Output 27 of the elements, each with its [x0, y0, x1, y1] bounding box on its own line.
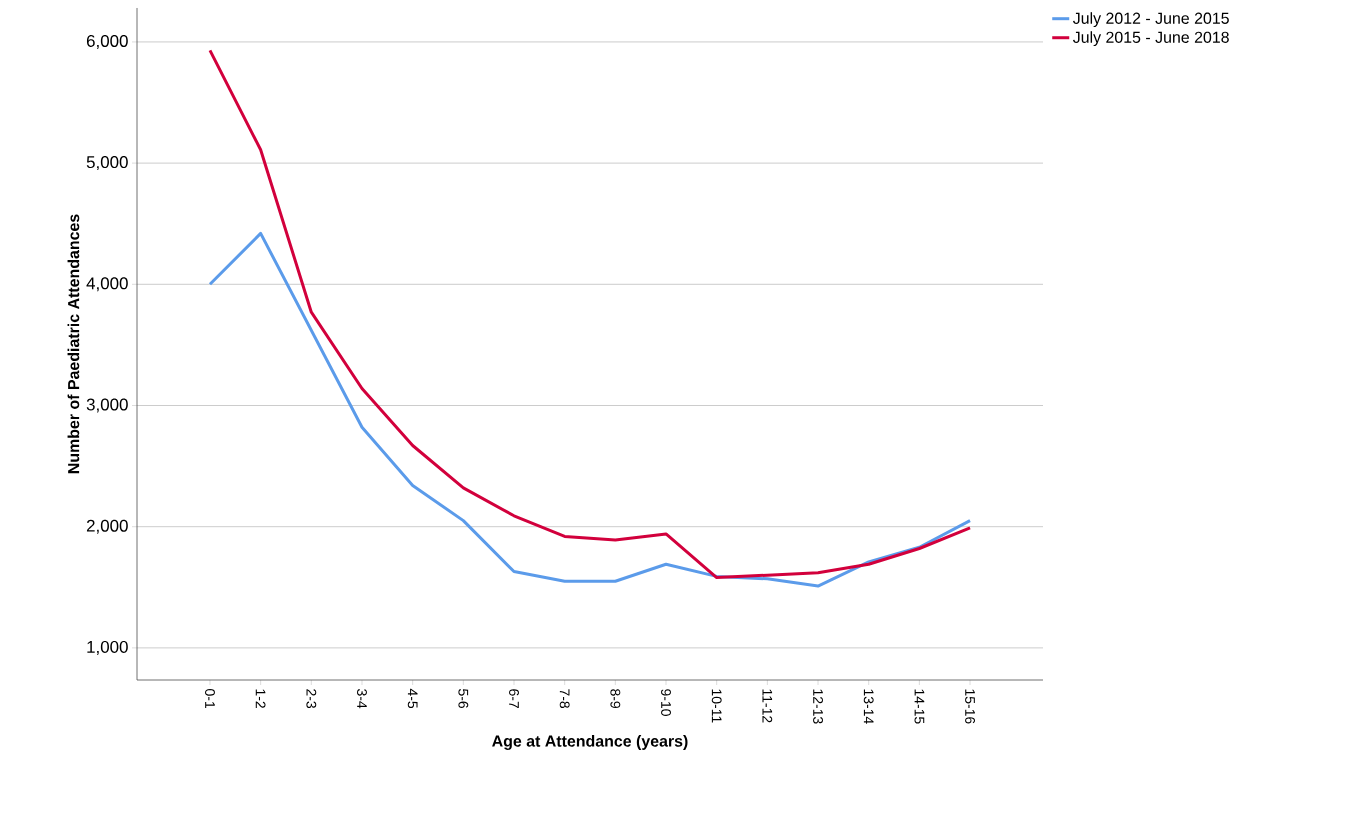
x-tick-label: 6-7	[509, 689, 519, 708]
x-tick-label: 2-3	[306, 689, 317, 709]
x-tick-label: 15-16	[965, 689, 975, 724]
y-tick-label: 4,000	[86, 277, 128, 292]
x-tick-label: 0-1	[205, 689, 215, 708]
legend-label: July 2015 - June 2018	[1072, 31, 1229, 47]
y-tick-label: 3,000	[86, 398, 128, 413]
x-tick-label: 7-8	[559, 689, 570, 709]
y-tick-label: 1,000	[87, 640, 128, 655]
x-tick-label: 3-4	[357, 689, 367, 709]
x-tick-label: 9-10	[661, 689, 671, 716]
y-tick-label: 6,000	[86, 34, 128, 49]
y-tick-label: 2,000	[86, 519, 128, 534]
x-tick-label: 5-6	[458, 689, 469, 709]
x-tick-label: 13-14	[863, 689, 874, 724]
y-axis-title: Number of Paediatric Attendances	[67, 214, 80, 474]
x-tick-label: 1-2	[255, 689, 266, 708]
x-tick-label: 11-12	[762, 689, 773, 723]
y-tick-label: 5,000	[86, 156, 128, 171]
x-tick-label: 12-13	[813, 689, 823, 724]
x-tick-label: 8-9	[610, 689, 621, 709]
legend-label: July 2012 - June 2015	[1072, 12, 1229, 28]
line-series	[208, 48, 972, 580]
x-tick-label: 4-5	[407, 688, 418, 709]
x-tick-label: 14-15	[914, 689, 925, 724]
x-tick-label: 10-11	[711, 689, 722, 723]
x-axis-title: Age at Attendance (years)	[492, 735, 688, 750]
